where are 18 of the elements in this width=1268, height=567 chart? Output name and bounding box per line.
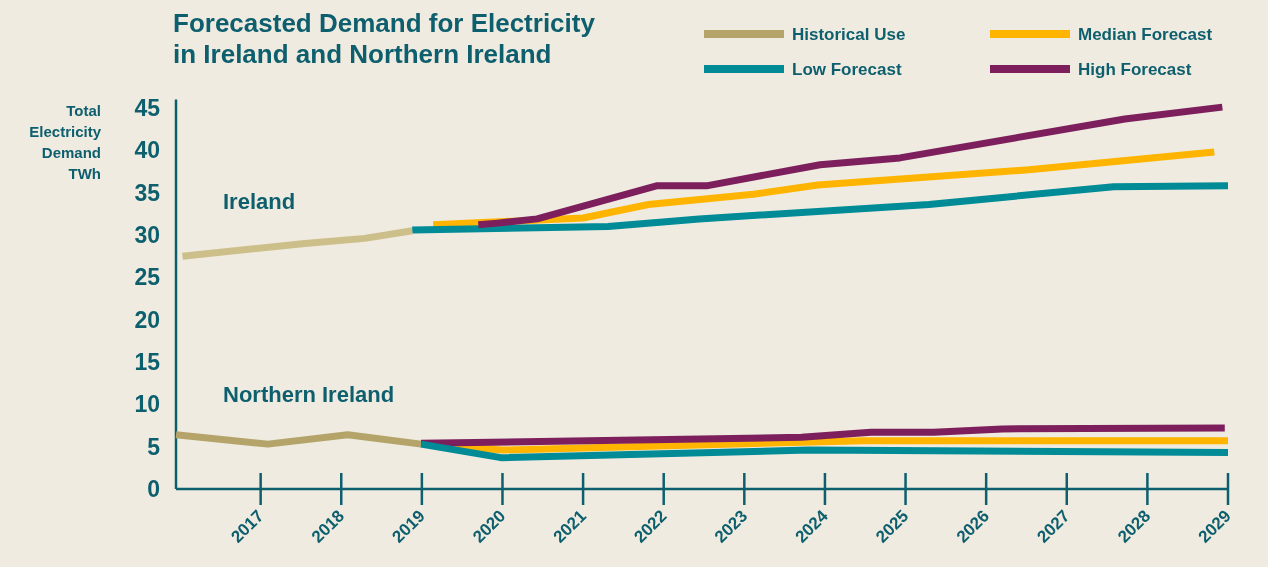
y-tick-label: 35 xyxy=(134,179,161,206)
y-tick-label: 15 xyxy=(134,348,161,375)
y-tick-label: 20 xyxy=(134,306,160,333)
annotation: Northern Ireland xyxy=(223,382,395,407)
y-tick-label: 5 xyxy=(147,433,161,460)
chart-title: Forecasted Demand for Electricity in Ireland and Northern Ireland xyxy=(173,8,596,69)
y-axis-title: Total Electricity Demand TWh xyxy=(29,102,102,182)
annotation: Ireland xyxy=(223,189,296,214)
y-tick-label: 30 xyxy=(134,221,160,248)
legend-label: Median Forecast xyxy=(1078,25,1213,44)
y-tick-label: 40 xyxy=(134,137,160,164)
legend-label: High Forecast xyxy=(1078,60,1192,79)
y-tick-label: 0 xyxy=(147,476,160,502)
legend-label: Historical Use xyxy=(792,25,906,44)
y-tick-label: 45 xyxy=(134,94,161,121)
legend-label: Low Forecast xyxy=(792,60,902,79)
y-tick-label: 25 xyxy=(134,264,161,291)
y-tick-label: 10 xyxy=(134,391,160,418)
